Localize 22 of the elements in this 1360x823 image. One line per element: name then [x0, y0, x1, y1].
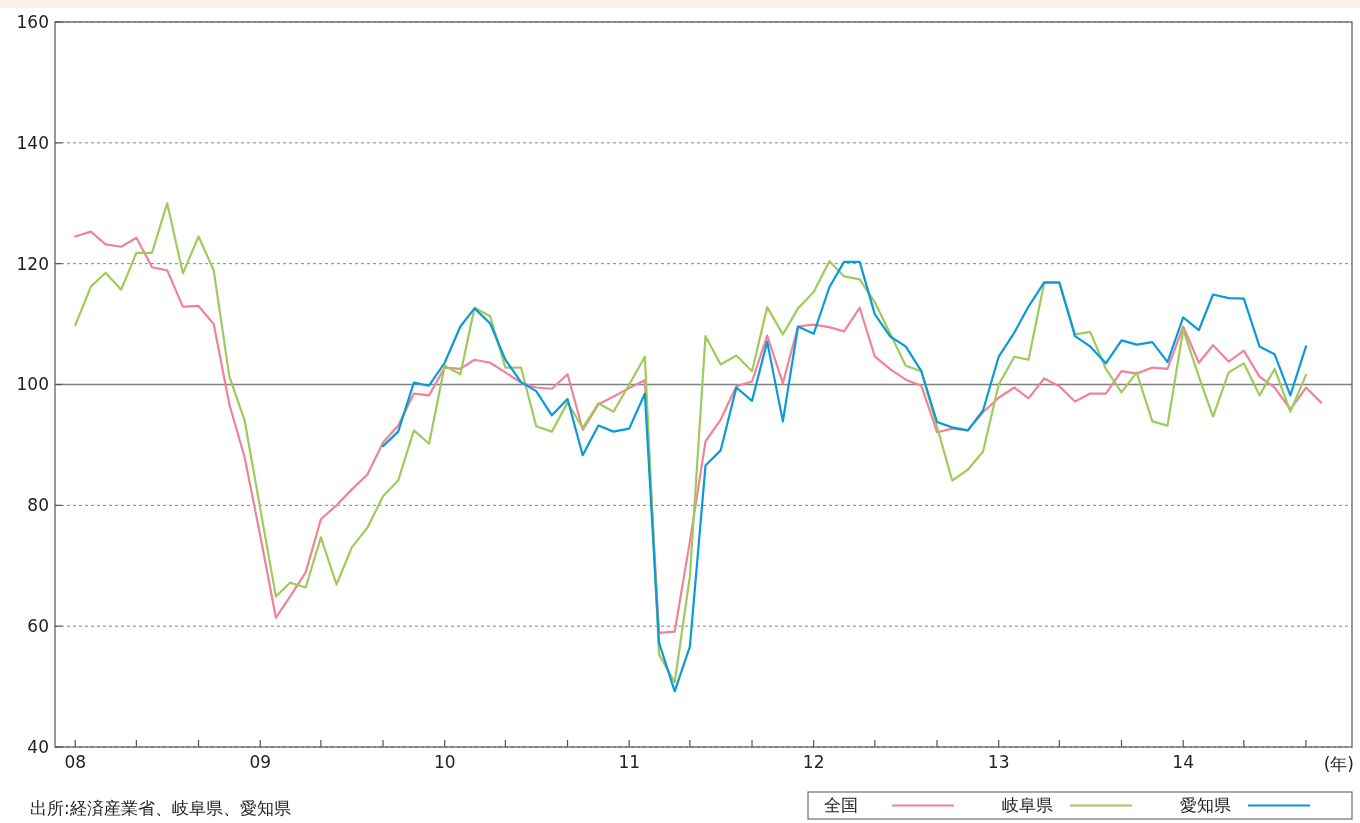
line-series — [381, 260, 1308, 693]
y-tick-label: 100 — [16, 374, 49, 395]
x-tick-label: 08 — [64, 752, 87, 772]
y-tick-label: 160 — [16, 11, 49, 32]
x-axis-title: (年) — [1323, 754, 1354, 774]
x-tick-label: 09 — [249, 752, 272, 772]
text: 出所:経済産業省、岐阜県、愛知県 — [30, 798, 291, 818]
x-tick-label: 13 — [987, 752, 1010, 772]
legend-label: 岐阜県 — [1002, 795, 1053, 816]
legend-label: 全国 — [824, 795, 858, 816]
x-tick-label: 11 — [618, 752, 641, 772]
y-tick-label: 120 — [16, 253, 49, 274]
legend-label: 愛知県 — [1180, 795, 1231, 816]
y-tick-label: 140 — [16, 132, 49, 153]
line-series — [74, 202, 1308, 684]
x-tick-label: 14 — [1172, 752, 1194, 772]
y-tick-label: 60 — [27, 616, 49, 637]
y-tick-label: 40 — [27, 736, 49, 757]
x-tick-label: 10 — [433, 752, 456, 772]
y-tick-label: 80 — [27, 495, 49, 516]
x-tick-label: 12 — [802, 752, 825, 772]
line-series — [74, 230, 1323, 634]
